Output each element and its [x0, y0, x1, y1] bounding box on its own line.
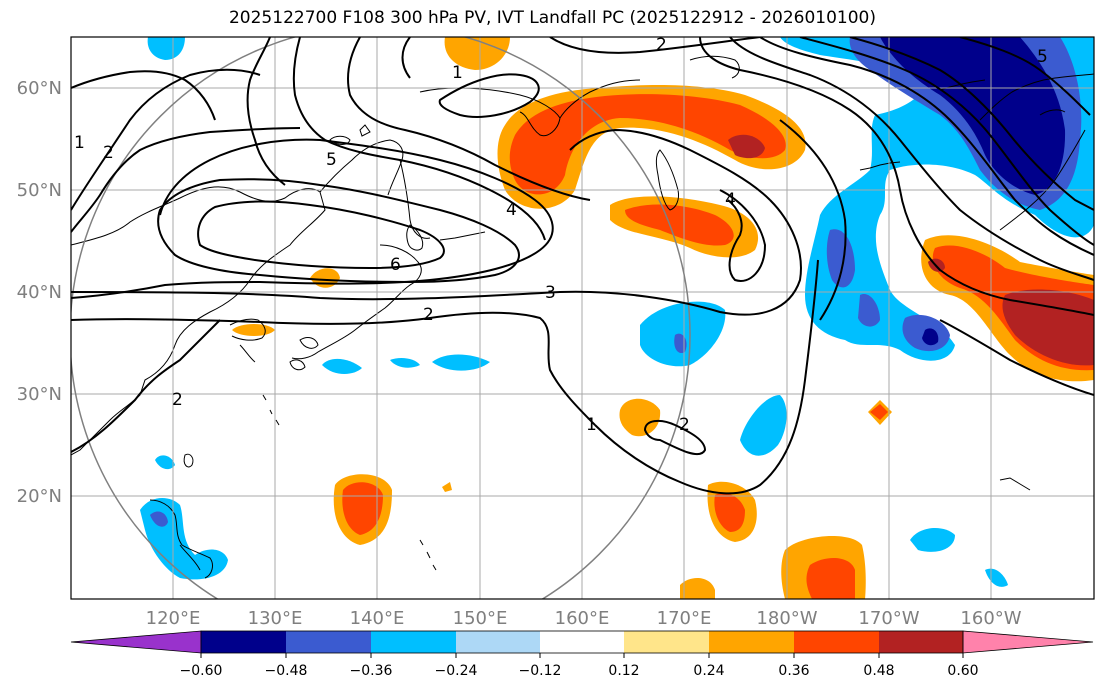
lon-tick-label: 150°E	[453, 608, 508, 629]
contour-label: 2	[423, 305, 434, 325]
lat-tick-label: 30°N	[17, 384, 62, 405]
lon-tick-label: 140°E	[350, 608, 405, 629]
colorbar-tick-label: −0.48	[265, 663, 308, 679]
colorbar-segment	[794, 631, 879, 653]
lat-tick-label: 40°N	[17, 282, 62, 303]
lat-tick-label: 50°N	[17, 180, 62, 201]
contour-label: 2	[103, 143, 114, 163]
map-area: 1 2 2 2 2 1 2 3 4 4 5 5 6 1	[71, 35, 1094, 599]
contour-label: 5	[326, 150, 337, 170]
lon-tick-label: 130°E	[248, 608, 303, 629]
colorbar-tick-label: −0.36	[350, 663, 393, 679]
colorbar-extend-low	[70, 630, 202, 654]
latitude-axis: 60°N 50°N 40°N 30°N 20°N	[17, 78, 62, 507]
colorbar: −0.60 −0.48 −0.36 −0.24 −0.12 0.12 0.24 …	[70, 630, 1094, 679]
colorbar-tick-label: −0.24	[435, 663, 478, 679]
lon-tick-label: 120°E	[146, 608, 201, 629]
contour-label: 2	[656, 35, 667, 55]
colorbar-tick-label: 0.12	[608, 663, 639, 679]
lat-tick-label: 20°N	[17, 486, 62, 507]
contour-label: 4	[506, 200, 517, 220]
contour-label: 6	[390, 255, 401, 275]
colorbar-tick-label: −0.60	[180, 663, 223, 679]
colorbar-segment	[456, 631, 540, 653]
contour-labels: 1 2 2 2 2 1 2 3 4 4 5 5 6 1	[74, 35, 1048, 435]
colorbar-segment	[201, 631, 286, 653]
colorbar-segment	[879, 631, 963, 653]
contour-label: 1	[586, 415, 597, 435]
map-frame	[70, 36, 1095, 600]
lon-tick-label: 160°E	[555, 608, 610, 629]
landfall-radius-circle	[71, 37, 691, 599]
contour-label: 1	[74, 133, 85, 153]
contour-label: 5	[1037, 47, 1048, 67]
contour-label: 2	[679, 415, 690, 435]
lon-tick-label: 170°W	[858, 608, 919, 629]
colorbar-tick-label: 0.24	[693, 663, 724, 679]
pv-contours	[71, 37, 1094, 495]
longitude-axis: 120°E 130°E 140°E 150°E 160°E 170°E 180°…	[146, 608, 1022, 629]
colorbar-tick-label: 0.48	[863, 663, 894, 679]
colorbar-segment	[624, 631, 709, 653]
colorbar-tick-label: 0.60	[947, 663, 978, 679]
contour-label: 2	[172, 390, 183, 410]
contour-label: 1	[452, 63, 463, 83]
colorbar-segment	[371, 631, 456, 653]
colorbar-segment	[709, 631, 794, 653]
contour-label: 3	[545, 283, 556, 303]
contour-label: 4	[725, 190, 736, 210]
colorbar-tick-label: 0.36	[778, 663, 809, 679]
lon-tick-label: 180°W	[756, 608, 817, 629]
lon-tick-label: 170°E	[657, 608, 712, 629]
colorbar-extend-high	[962, 630, 1094, 654]
lon-tick-label: 160°W	[960, 608, 1021, 629]
figure-title: 2025122700 F108 300 hPa PV, IVT Landfall…	[228, 8, 876, 28]
gridlines	[71, 37, 1094, 599]
colorbar-tick-label: −0.12	[519, 663, 562, 679]
colorbar-segment	[540, 631, 624, 653]
lat-tick-label: 60°N	[17, 78, 62, 99]
colorbar-segment	[286, 631, 371, 653]
